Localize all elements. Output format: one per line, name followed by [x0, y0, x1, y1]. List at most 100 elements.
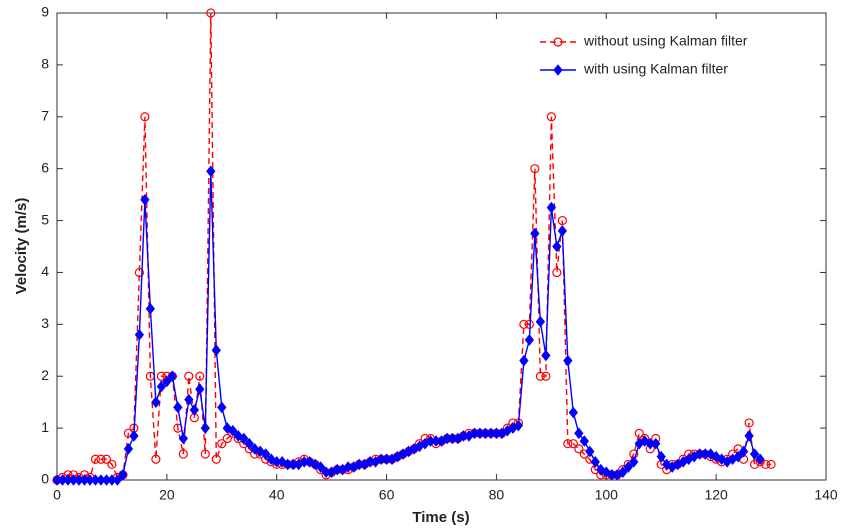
circle-marker — [195, 371, 205, 381]
diamond-marker — [140, 193, 150, 206]
series-line — [56, 12, 772, 481]
diamond-marker — [530, 227, 540, 240]
diamond-marker — [195, 383, 205, 395]
circle-marker — [563, 439, 573, 449]
diamond-marker — [162, 375, 172, 388]
diamond-marker — [167, 370, 177, 383]
circle-marker — [634, 428, 644, 438]
plot-frame — [56, 12, 827, 481]
circle-marker — [101, 454, 112, 464]
diamond-marker — [211, 344, 221, 357]
circle-marker — [96, 454, 106, 464]
circle-marker — [519, 319, 529, 329]
y-tick-label: 2 — [41, 367, 49, 383]
diamond-marker — [733, 450, 743, 463]
x-axis-label: Time (s) — [412, 509, 469, 526]
diamond-marker — [513, 419, 524, 432]
y-tick-label: 1 — [41, 419, 49, 435]
diamond-marker — [623, 461, 633, 473]
diamond-marker — [755, 453, 765, 466]
diamond-marker — [129, 430, 139, 442]
circle-marker — [744, 418, 754, 428]
diamond-marker — [656, 450, 666, 463]
circle-marker — [178, 449, 188, 459]
x-tick-label: 60 — [379, 487, 395, 503]
circle-marker — [552, 267, 562, 278]
y-tick-label: 7 — [41, 107, 49, 123]
diamond-marker — [563, 354, 573, 367]
circle-marker — [151, 454, 161, 464]
x-tick-label: 40 — [269, 487, 285, 503]
diamond-marker — [738, 445, 749, 458]
diamond-marker — [568, 406, 578, 419]
diamond-marker — [519, 354, 529, 367]
diamond-marker — [618, 466, 628, 479]
circle-marker — [530, 164, 540, 174]
diamond-marker — [585, 445, 595, 458]
diamond-marker — [151, 396, 161, 408]
circle-marker — [134, 267, 144, 278]
circle-marker — [140, 112, 150, 122]
circle-marker — [766, 459, 776, 470]
circle-marker — [107, 459, 117, 470]
diamond-marker — [546, 201, 556, 214]
diamond-marker — [200, 422, 210, 434]
diamond-marker — [239, 432, 249, 445]
diamond-marker — [244, 437, 254, 450]
circle-marker — [200, 449, 210, 459]
diamond-marker — [173, 401, 183, 414]
diamond-marker — [557, 225, 567, 237]
diamond-marker — [217, 401, 227, 414]
circle-marker — [222, 433, 232, 444]
diamond-marker — [651, 437, 661, 450]
diamond-marker — [574, 427, 584, 440]
circle-marker — [211, 454, 221, 464]
circle-marker — [541, 371, 551, 381]
circle-marker — [574, 444, 584, 454]
diamond-marker — [178, 432, 188, 445]
legend-marker — [553, 64, 563, 76]
diamond-marker — [145, 302, 156, 315]
diamond-marker — [524, 334, 535, 346]
diamond-marker — [118, 469, 128, 481]
diamond-marker — [206, 165, 216, 178]
diamond-marker — [184, 393, 194, 406]
circle-marker — [156, 371, 166, 381]
y-axis-label: Velocity (m/s) — [13, 198, 30, 295]
circle-marker — [760, 459, 771, 470]
x-tick-label: 140 — [814, 487, 838, 503]
x-tick-label: 80 — [489, 487, 505, 503]
legend-marker — [553, 37, 563, 47]
diamond-marker — [112, 474, 123, 486]
legend-label: without using Kalman filter — [583, 33, 748, 49]
circle-marker — [184, 371, 194, 381]
circle-marker — [546, 112, 556, 122]
diamond-marker — [189, 404, 199, 416]
y-tick-label: 5 — [41, 211, 49, 227]
y-tick-label: 4 — [41, 263, 49, 279]
diamond-marker — [629, 456, 639, 468]
diamond-marker — [123, 443, 134, 455]
circle-marker — [568, 439, 578, 449]
diamond-marker — [552, 240, 562, 253]
diamond-marker — [261, 448, 271, 460]
diamond-marker — [228, 424, 238, 437]
circle-marker — [90, 454, 101, 464]
series-line — [57, 171, 761, 481]
y-tick-label: 8 — [41, 56, 49, 72]
diamond-marker — [535, 315, 546, 328]
diamond-marker — [541, 349, 551, 362]
circle-marker — [535, 371, 545, 381]
diamond-marker — [134, 328, 145, 341]
circle-marker — [749, 459, 760, 470]
x-tick-label: 0 — [53, 487, 61, 503]
x-tick-label: 120 — [704, 487, 728, 503]
y-tick-label: 9 — [41, 4, 49, 20]
legend-label: with using Kalman filter — [583, 61, 728, 77]
y-tick-label: 3 — [41, 315, 49, 331]
diamond-marker — [744, 430, 754, 442]
x-tick-label: 100 — [595, 487, 619, 503]
circle-marker — [217, 439, 227, 449]
diamond-marker — [590, 456, 600, 468]
